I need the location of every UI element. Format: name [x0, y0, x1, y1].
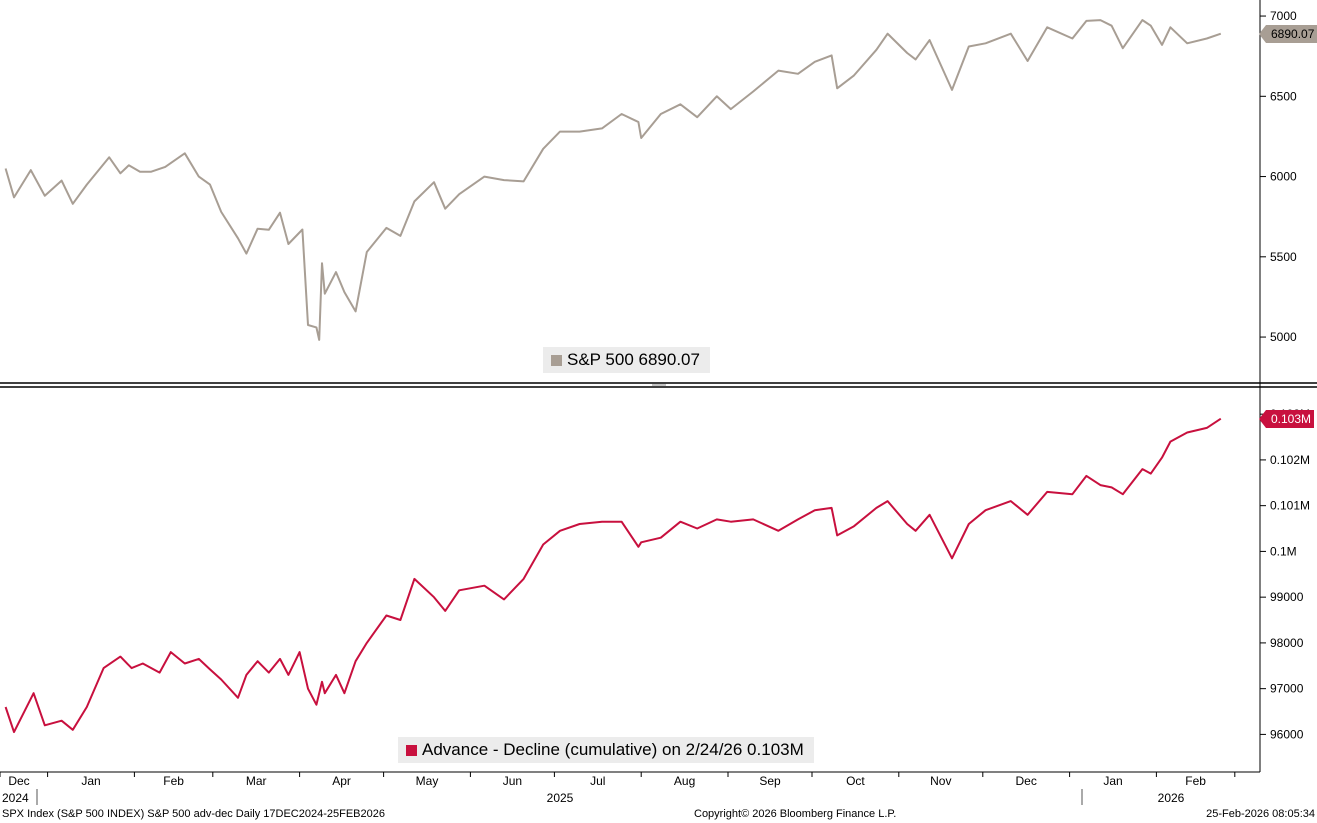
spx-legend-swatch	[551, 354, 562, 366]
x-month-label: Oct	[846, 774, 865, 788]
spx-last-value-badge: 6890.07	[1258, 24, 1317, 43]
ad-y-tick-label: 0.101M	[1270, 499, 1310, 513]
x-month-label: Mar	[246, 774, 267, 788]
ad-y-tick-label: 0.1M	[1270, 544, 1297, 558]
x-axis: Dec Jan Feb Mar Apr May Jun Jul Aug Sep Oct Nov Dec J…	[0, 772, 1236, 805]
ad-series-line	[4, 417, 1222, 734]
x-month-label: Jul	[590, 774, 605, 788]
footer-timestamp: 25-Feb-2026 08:05:34	[1206, 808, 1315, 820]
ad-legend-text: Advance - Decline (cumulative) on 2/24/2…	[422, 740, 804, 759]
x-month-label: Feb	[1185, 774, 1206, 788]
spx-y-tick-label: 6500	[1270, 89, 1297, 103]
spx-y-tick-label: 5000	[1270, 330, 1297, 344]
footer-series-info: SPX Index (S&P 500 INDEX) S&P 500 adv-de…	[2, 808, 385, 820]
x-month-label: Dec	[1016, 774, 1037, 788]
ad-legend: Advance - Decline (cumulative) on 2/24/2…	[398, 737, 814, 763]
ad-last-value-badge: 0.103M	[1258, 409, 1315, 428]
x-year-label: 2025	[547, 791, 574, 805]
ad-y-axis: 960009700098000990000.1M0.101M0.102M0.10…	[1260, 407, 1310, 741]
spx-y-tick-label: 5500	[1270, 250, 1297, 264]
spx-legend: S&P 500 6890.07	[543, 347, 710, 373]
x-month-label: Feb	[163, 774, 184, 788]
ad-y-tick-label: 98000	[1270, 636, 1304, 650]
x-month-label: Jan	[81, 774, 100, 788]
x-month-label: Sep	[759, 774, 781, 788]
ad-y-tick-label: 97000	[1270, 682, 1304, 696]
x-month-label: May	[416, 774, 439, 788]
ad-y-tick-label: 99000	[1270, 590, 1304, 604]
x-month-label: Dec	[8, 774, 29, 788]
x-month-label: Apr	[332, 774, 351, 788]
x-year-label: 2026	[1158, 791, 1185, 805]
spx-y-axis: 5000 5500 6000 6500 7000	[1260, 9, 1297, 344]
spx-y-tick-label: 6000	[1270, 170, 1297, 184]
x-year-label: 2024	[2, 791, 29, 805]
x-month-label: Jan	[1103, 774, 1122, 788]
footer-copyright: Copyright© 2026 Bloomberg Finance L.P.	[694, 808, 897, 820]
x-month-label: Jun	[503, 774, 522, 788]
spx-series-line	[4, 19, 1222, 341]
ad-y-tick-label: 96000	[1270, 727, 1304, 741]
spx-y-tick-label: 7000	[1270, 9, 1297, 23]
ad-legend-swatch	[406, 744, 417, 756]
x-month-label: Aug	[674, 774, 695, 788]
x-month-label: Nov	[930, 774, 951, 788]
spx-legend-text: S&P 500 6890.07	[567, 350, 700, 369]
ad-y-tick-label: 0.102M	[1270, 453, 1310, 467]
